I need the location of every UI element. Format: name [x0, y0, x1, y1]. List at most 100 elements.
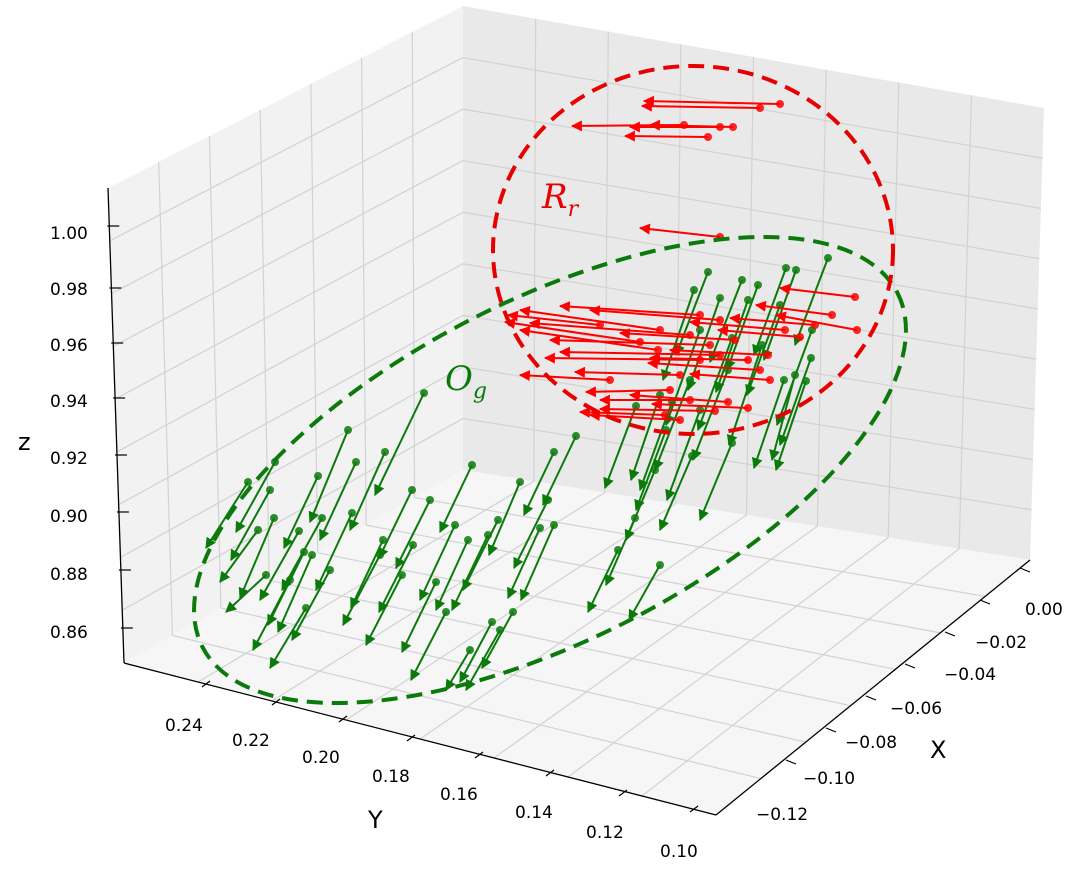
- vector-origin-point: [728, 439, 736, 447]
- vector-origin-point: [724, 398, 732, 406]
- vector-origin-point: [651, 466, 659, 474]
- y-tick-label: 0.10: [660, 842, 698, 862]
- vector-arrow: [401, 581, 437, 653]
- rr-region-label: Rr: [541, 177, 580, 222]
- z-tick-label: 0.96: [50, 336, 88, 356]
- grid-line: [269, 579, 851, 707]
- vector-arrow: [350, 539, 384, 609]
- vector-arrow: [628, 564, 661, 621]
- vector-arrow: [439, 464, 473, 533]
- vector-origin-point: [244, 478, 252, 486]
- vector-origin-point: [796, 333, 804, 341]
- vector-origin-point: [409, 541, 417, 549]
- grid-line: [360, 57, 367, 526]
- vector-arrow: [570, 120, 685, 132]
- vector-arrow: [235, 461, 276, 533]
- grid-line: [816, 69, 827, 527]
- vector-origin-point: [266, 486, 274, 494]
- vector-arrow: [269, 607, 307, 669]
- vector-origin-point: [270, 514, 278, 522]
- z-tick-label: 0.86: [50, 623, 88, 643]
- vector-arrow: [378, 544, 414, 613]
- vector-arrow: [507, 527, 541, 600]
- x-tick-label: −0.10: [803, 769, 855, 789]
- vector-arrow: [638, 223, 721, 238]
- vector-arrow: [462, 519, 499, 591]
- vector-arrow: [665, 409, 701, 502]
- vector-origin-point: [262, 571, 270, 579]
- vector-arrow: [506, 310, 601, 326]
- vector-arrow: [653, 379, 691, 472]
- vector-arrow: [435, 539, 469, 612]
- vector-origin-point: [780, 376, 788, 384]
- x-tick: [785, 759, 797, 765]
- vector-origin-point: [426, 496, 434, 504]
- vector-origin-point: [828, 311, 836, 319]
- z-tick-label: 1.00: [50, 224, 88, 244]
- vector-arrow: [342, 554, 381, 626]
- vector-arrow: [238, 517, 275, 600]
- vector-arrow: [259, 530, 300, 601]
- vector-origin-point: [666, 386, 674, 394]
- vector-arrow: [315, 512, 353, 591]
- vector-arrow: [378, 489, 413, 559]
- vector-arrow: [481, 611, 514, 669]
- grid-line: [113, 160, 464, 347]
- x-tick: [825, 727, 837, 733]
- vector-origin-point: [807, 354, 815, 362]
- vector-arrow: [205, 481, 249, 549]
- z-tick-label: 0.90: [50, 507, 88, 527]
- vector-arrow: [716, 325, 801, 338]
- vector-origin-point: [676, 371, 684, 379]
- grid-line: [414, 496, 986, 598]
- vector-arrow: [349, 451, 386, 532]
- vector-arrow: [542, 435, 577, 506]
- x-axis-label: X: [930, 736, 946, 764]
- y-tick: [545, 769, 555, 777]
- vector-arrow: [487, 481, 521, 557]
- vector-origin-point: [744, 356, 752, 364]
- axis-lines: [107, 187, 1031, 816]
- vector-origin-point: [656, 326, 664, 334]
- vector-origin-point: [536, 524, 544, 532]
- grid-line: [887, 82, 900, 538]
- vector-origin-point: [696, 326, 704, 334]
- vector-arrow: [519, 524, 555, 602]
- x-tick-label: −0.06: [890, 699, 942, 719]
- vector-arrow: [778, 357, 812, 447]
- vector-arrow: [503, 318, 641, 343]
- vector-arrow: [754, 300, 833, 316]
- vector-arrow: [769, 374, 796, 462]
- vector-arrow: [395, 499, 431, 569]
- grid-line: [675, 44, 682, 504]
- vector-origin-point: [494, 516, 502, 524]
- vector-origin-point: [308, 551, 316, 559]
- vector-arrow: [588, 410, 681, 422]
- vector-arrow: [691, 369, 729, 462]
- vector-arrow: [518, 325, 659, 351]
- vector-arrow: [752, 267, 787, 357]
- vector-arrow: [319, 461, 357, 541]
- vector-origin-point: [636, 338, 644, 346]
- vector-origin-point: [464, 536, 472, 544]
- vector-origin-point: [782, 264, 790, 272]
- vector-arrow: [578, 406, 666, 418]
- rr-label-sub: r: [568, 197, 580, 222]
- vector-arrow: [558, 346, 721, 358]
- vector-arrow: [642, 95, 781, 107]
- vector-origin-point: [686, 331, 694, 339]
- grid-line: [220, 607, 806, 743]
- x-tick: [904, 663, 916, 669]
- y-tick-label: 0.22: [232, 731, 270, 751]
- vector-origin-point: [348, 509, 356, 517]
- y-tick-labels: 0.24 0.22 0.20 0.18 0.16 0.14 0.12 0.10: [165, 716, 698, 862]
- vector-arrow: [451, 534, 489, 611]
- grid-line: [259, 109, 270, 581]
- y-tick-label: 0.14: [515, 803, 553, 823]
- z-tick-labels: 1.00 0.98 0.96 0.94 0.92 0.90 0.88 0.86: [50, 224, 88, 643]
- vector-origin-point: [704, 268, 712, 276]
- vector-arrow: [513, 499, 549, 569]
- vector-origin-point: [432, 578, 440, 586]
- grid-line: [114, 211, 464, 400]
- left-back-pane: [108, 6, 463, 663]
